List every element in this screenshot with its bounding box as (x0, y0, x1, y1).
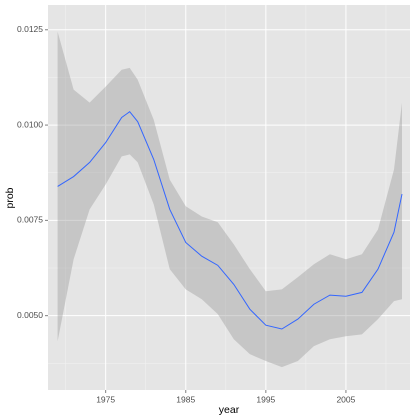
confidence-band (57, 31, 402, 368)
axes: 1975 1985 1995 2005 0.0050 0.0075 0.0100 0.0125 (17, 24, 356, 404)
marks (57, 31, 403, 368)
x-tick-label: 1975 (96, 394, 115, 404)
x-tick-label: 1995 (256, 394, 275, 404)
x-tick-label: 1985 (176, 394, 195, 404)
x-tick-label: 2005 (336, 394, 355, 404)
x-axis-title: year (219, 404, 240, 416)
y-tick-label: 0.0125 (17, 24, 43, 34)
smooth-line (57, 111, 403, 330)
grid (48, 5, 410, 390)
y-tick-label: 0.0100 (17, 119, 43, 129)
y-tick-label: 0.0075 (17, 215, 43, 225)
panel (48, 5, 410, 390)
y-tick-label: 0.0050 (17, 310, 43, 320)
y-axis-title: prob (4, 187, 16, 208)
